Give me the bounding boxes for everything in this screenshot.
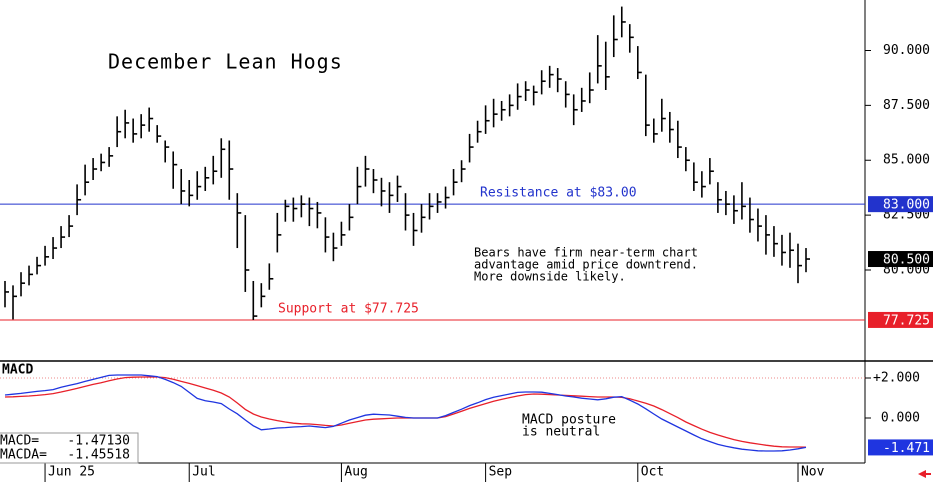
macd-title: MACD: [2, 363, 33, 378]
y-tick-label: 87.500: [883, 98, 930, 113]
macd-last-label: -1.471: [883, 441, 930, 456]
hline-text: Support at $77.725: [278, 301, 419, 316]
last-price-box: [868, 251, 933, 268]
readout-name: MACDA=: [0, 448, 47, 463]
y-tick-label: 85.000: [883, 153, 930, 168]
macd-last-box: [868, 439, 933, 456]
hline-box: [868, 311, 933, 328]
hline-box: [868, 196, 933, 213]
macd-annotation: MACD posture: [522, 413, 616, 428]
y-tick-label: 90.000: [883, 43, 930, 58]
y-tick-label: 0.000: [881, 411, 920, 426]
x-tick-label: Jul: [192, 465, 215, 480]
annotation: advantage amid price downtrend.: [474, 258, 698, 272]
annotation: More downside likely.: [474, 270, 626, 284]
hline-label: 83.000: [883, 198, 930, 213]
x-tick-label: Jun 25: [48, 465, 95, 480]
readout-value: -1.47130: [67, 434, 130, 449]
readout-value: -1.45518: [67, 448, 130, 463]
y-tick-label: +2.000: [873, 371, 920, 386]
macd-annotation: is neutral: [522, 425, 600, 440]
readout-box: [0, 432, 139, 464]
x-tick-label: Nov: [801, 465, 825, 480]
x-tick-label: Sep: [489, 465, 513, 480]
x-tick-label: Oct: [641, 465, 664, 480]
x-tick-label: Aug: [344, 465, 367, 480]
annotation: Bears have firm near-term chart: [474, 246, 698, 260]
macd-line: [4, 374, 807, 452]
readout-name: MACD=: [0, 434, 39, 449]
scroll-arrow[interactable]: [918, 470, 931, 478]
last-price-label: 80.500: [883, 253, 930, 268]
chart-title: December Lean Hogs: [108, 50, 343, 74]
hline-text: Resistance at $83.00: [480, 186, 637, 201]
hline-label: 77.725: [883, 313, 930, 328]
